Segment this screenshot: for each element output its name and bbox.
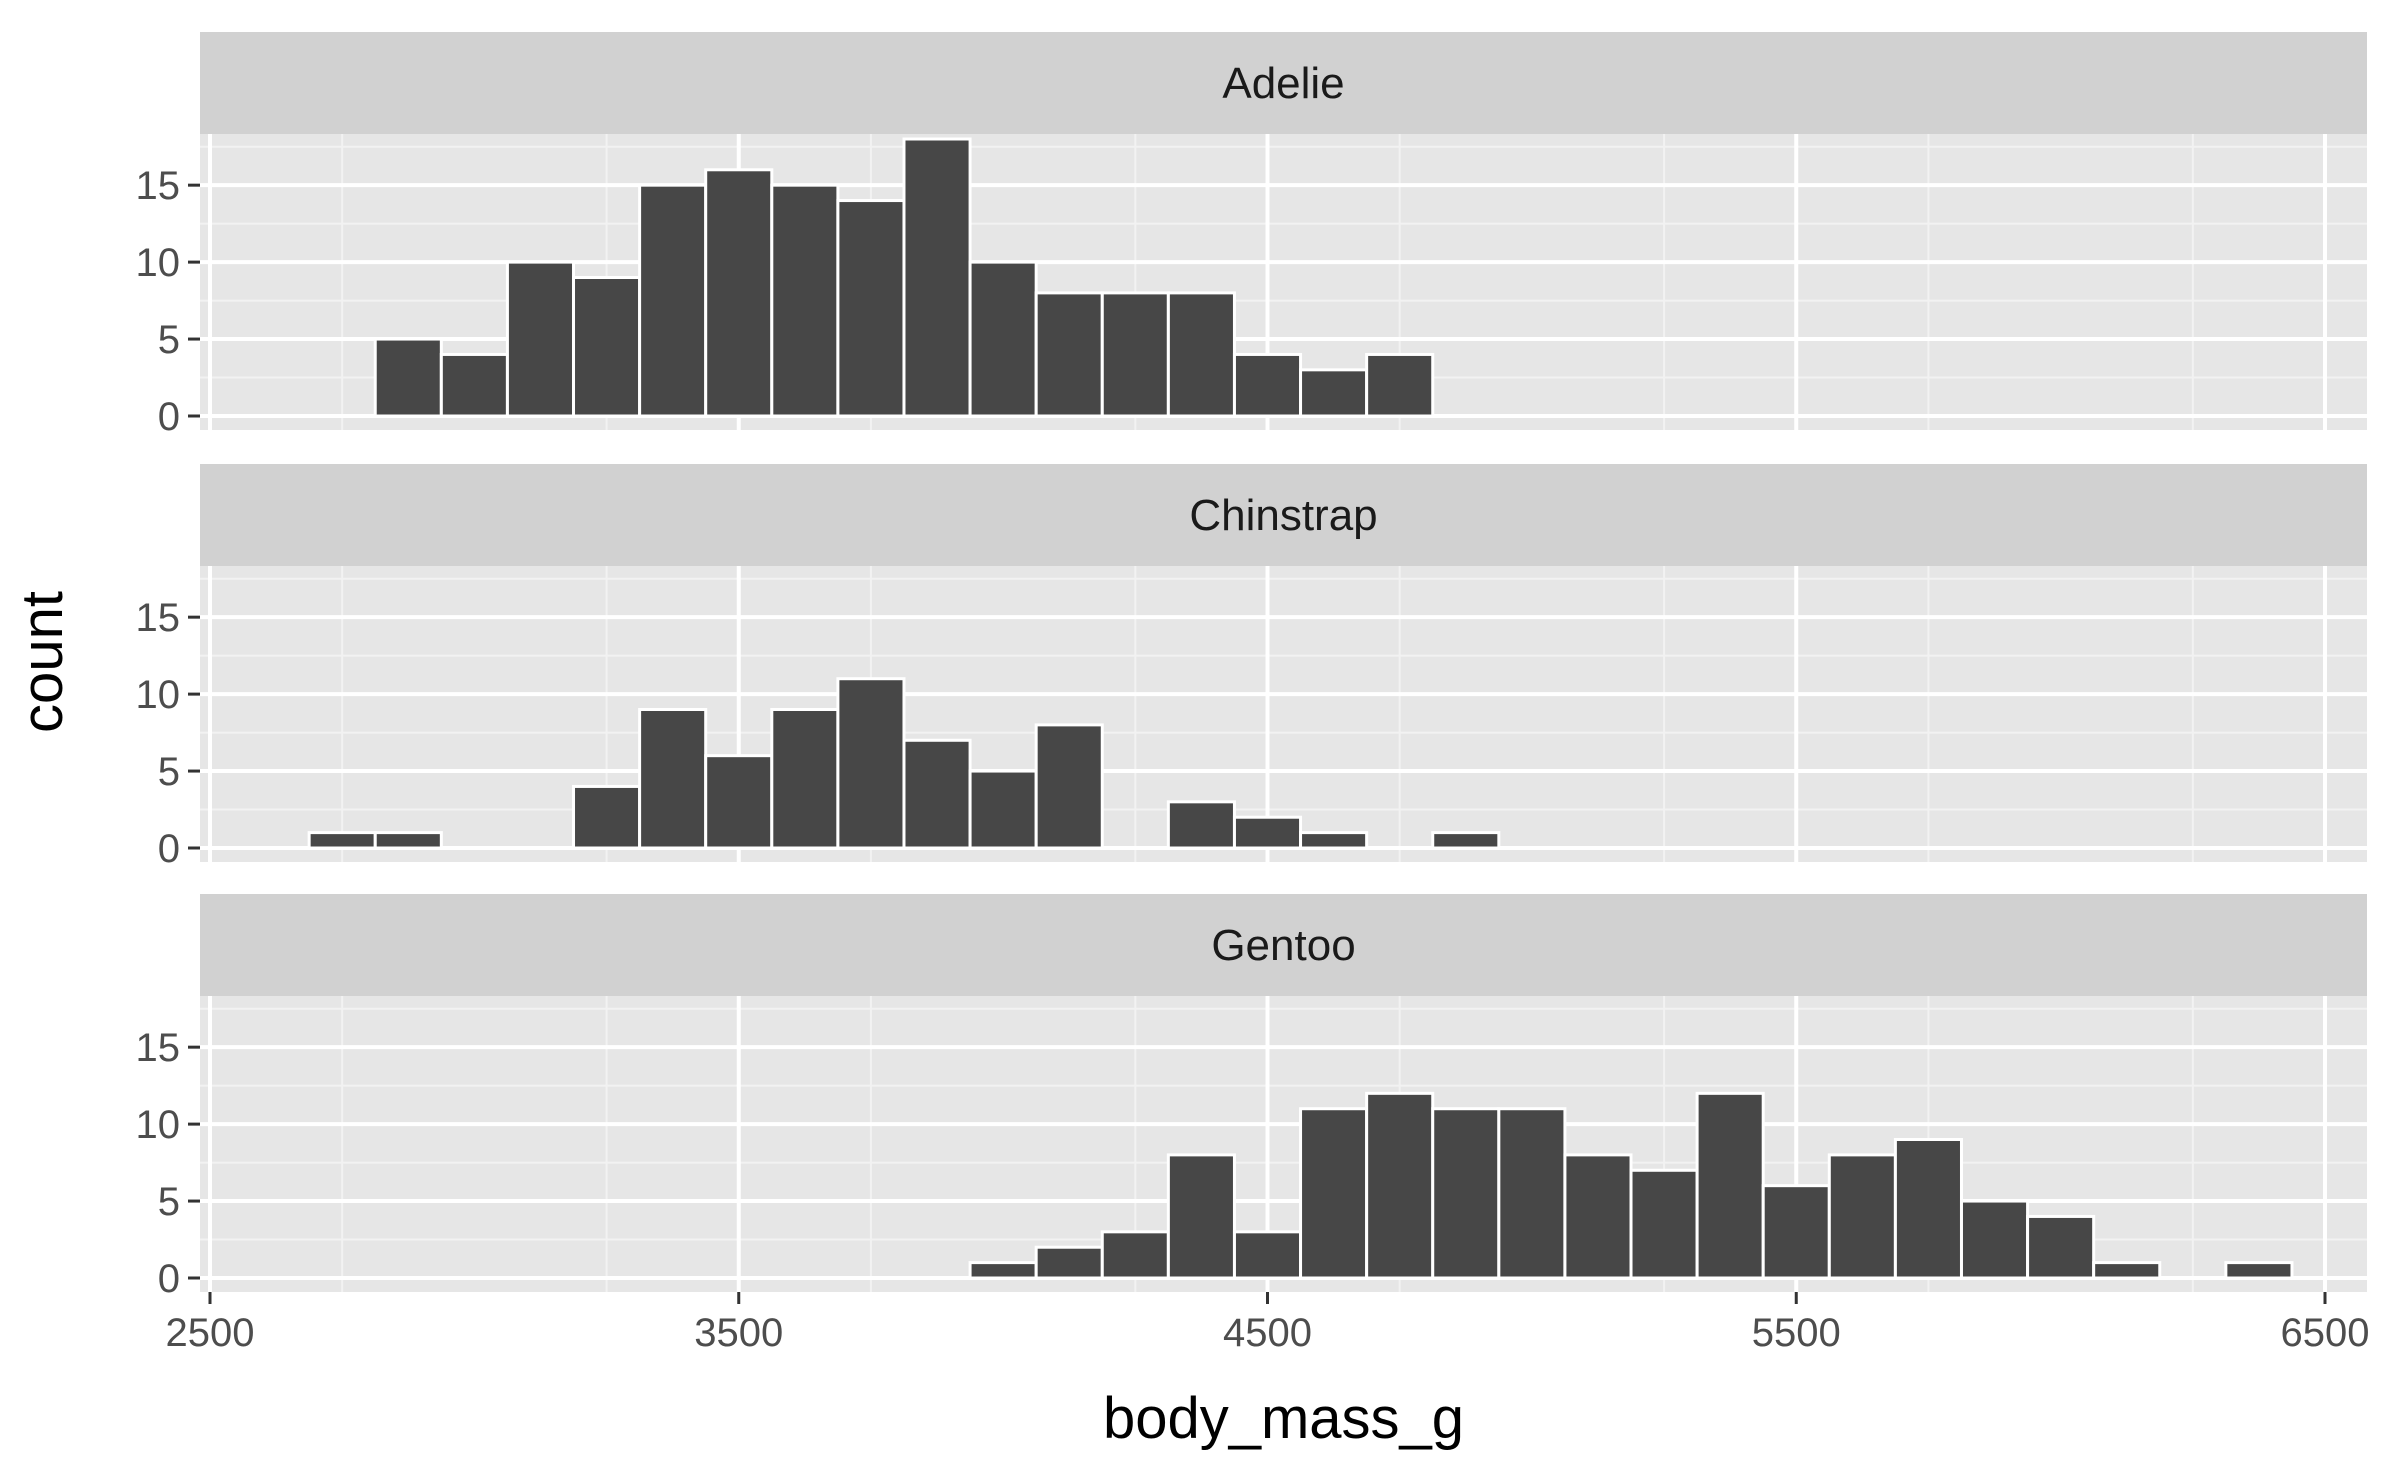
histogram-bar (902, 137, 972, 418)
x-tick-label: 6500 (2281, 1311, 2370, 1355)
x-tick-label: 4500 (1223, 1311, 1312, 1355)
histogram-bar (638, 183, 708, 418)
histogram-bar (1299, 368, 1369, 418)
histogram-bar (902, 738, 972, 850)
y-tick-label: 0 (158, 1257, 180, 1301)
facet-strip (200, 464, 2367, 566)
histogram-bar (2224, 1261, 2294, 1280)
histogram-bar (1100, 1230, 1170, 1280)
histogram-bar (1431, 1107, 1501, 1280)
facet-strip (200, 894, 2367, 996)
histogram-bar (1166, 291, 1236, 418)
histogram-bar (1034, 723, 1104, 850)
histogram-bar (1959, 1199, 2030, 1280)
histogram-bar (1365, 352, 1435, 418)
histogram-bar (1695, 1091, 1765, 1280)
histogram-bar (770, 183, 840, 418)
histogram-bar (968, 260, 1038, 418)
y-tick-label: 10 (136, 1103, 181, 1147)
histogram-bar (1034, 1245, 1104, 1280)
histogram-bar (968, 1261, 1038, 1280)
y-tick-label: 10 (136, 241, 181, 285)
y-tick-label: 0 (158, 395, 180, 439)
histogram-bar (704, 168, 774, 418)
facet-strip-label: Chinstrap (1189, 491, 1377, 540)
histogram-bar (638, 708, 708, 850)
histogram-bar (439, 352, 509, 418)
y-tick-label: 5 (158, 318, 180, 362)
histogram-bar (836, 199, 906, 418)
histogram-bar (1365, 1091, 1435, 1280)
facet-adelie: Adelie 0 5 10 15 (136, 32, 2367, 439)
histogram-bar (2026, 1214, 2096, 1280)
histogram-bar (770, 708, 840, 850)
histogram-bar (572, 784, 642, 850)
x-tick-label: 3500 (694, 1311, 783, 1355)
facet-strip-label: Gentoo (1211, 921, 1355, 970)
y-tick-label: 5 (158, 750, 180, 794)
histogram-bar (1629, 1168, 1699, 1280)
histogram-bar (1563, 1153, 1633, 1280)
facet-chinstrap: Chinstrap 0 5 10 15 (136, 464, 2367, 871)
histogram-bar (1232, 815, 1303, 850)
histogram-bar (1166, 800, 1236, 850)
y-axis-title: count (10, 591, 75, 733)
histogram-bar (1166, 1153, 1236, 1280)
histogram-bar (1827, 1153, 1897, 1280)
histogram-bar (373, 831, 443, 850)
histogram-bar (1761, 1184, 1831, 1280)
histogram-bar (1497, 1107, 1567, 1280)
facet-strip-label: Adelie (1222, 59, 1344, 108)
y-tick-label: 5 (158, 1180, 180, 1224)
histogram-bar (505, 260, 576, 418)
histogram-bar (968, 769, 1038, 850)
facet-gentoo: Gentoo 0 5 10 15 2500 3500 4500 5500 6500 (136, 894, 2370, 1355)
histogram-bar (572, 276, 642, 418)
histogram-bar (836, 677, 906, 850)
y-tick-label: 0 (158, 827, 180, 871)
x-axis-title: body_mass_g (1103, 1386, 1464, 1451)
histogram-bar (1431, 831, 1501, 850)
histogram-bar (1893, 1138, 1963, 1280)
y-tick-label: 10 (136, 673, 181, 717)
x-tick-label: 2500 (166, 1311, 255, 1355)
y-tick-label: 15 (136, 596, 181, 640)
histogram-bar (1232, 1230, 1303, 1280)
y-tick-label: 15 (136, 164, 181, 208)
y-tick-label: 15 (136, 1026, 181, 1070)
histogram-bar (1100, 291, 1170, 418)
x-tick-label: 5500 (1752, 1311, 1841, 1355)
histogram-bar (307, 831, 377, 850)
facet-strip (200, 32, 2367, 134)
histogram-bar (1299, 1107, 1369, 1280)
histogram-bar (704, 754, 774, 850)
histogram-bar (1232, 352, 1303, 418)
histogram-bar (2092, 1261, 2162, 1280)
histogram-bar (373, 337, 443, 418)
histogram-bar (1299, 831, 1369, 850)
histogram-bar (1034, 291, 1104, 418)
